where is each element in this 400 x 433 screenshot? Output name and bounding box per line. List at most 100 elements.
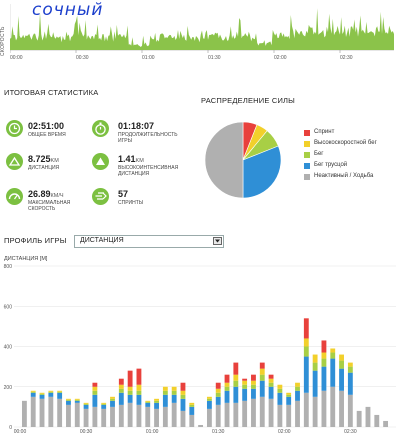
bar-segment <box>268 386 274 399</box>
bar-segment <box>321 340 327 353</box>
bar-segment <box>277 392 283 405</box>
speed-tick-label: 01:00 <box>142 55 155 60</box>
bar-segment <box>383 420 389 427</box>
y-tick-label: 200 <box>4 385 13 391</box>
y-tick-label: 600 <box>4 304 13 310</box>
bar-segment <box>347 366 353 373</box>
legend-item: Бег трусцой <box>304 162 399 172</box>
bar-segment <box>259 374 265 381</box>
bar-segment <box>330 386 336 427</box>
bar-segment <box>92 390 98 395</box>
bar-segment <box>189 402 195 405</box>
bar-segment <box>242 380 248 385</box>
bar-segment <box>347 394 353 427</box>
pie-slice <box>242 145 282 199</box>
bar-segment <box>171 394 177 403</box>
bar-segment <box>154 402 159 409</box>
bar-segment <box>365 406 371 428</box>
bar-segment <box>110 398 115 401</box>
bar-segment <box>180 398 186 411</box>
bar-segment <box>92 382 98 387</box>
bar-segment <box>39 392 45 394</box>
speed-tick-label: 00:00 <box>10 55 23 60</box>
clock-icon <box>6 120 23 137</box>
legend-item: Бег <box>304 151 399 161</box>
bar-segment <box>286 396 292 405</box>
legend-swatch <box>304 163 310 169</box>
legend-item: Спринт <box>304 129 399 139</box>
chevron-down-icon[interactable] <box>213 237 222 245</box>
bar-segment <box>136 394 142 405</box>
bar-segment <box>39 393 45 395</box>
distance-axis-label: ДИСТАНЦИЯ [M] <box>4 256 48 262</box>
bar-segment <box>295 400 300 427</box>
bar-segment <box>303 356 309 393</box>
y-tick-label: 400 <box>4 345 13 351</box>
bar-segment <box>171 390 177 395</box>
bar-segment <box>330 358 336 387</box>
bar-segment <box>145 401 151 403</box>
bar-segment <box>215 382 221 389</box>
bar-segment <box>224 374 230 383</box>
bar-segment <box>92 394 98 407</box>
bar-segment <box>30 391 36 393</box>
bar-segment <box>286 404 292 427</box>
bar-segment <box>136 404 142 427</box>
bar-segment <box>39 398 45 427</box>
bar-segment <box>57 398 63 427</box>
bar-segment <box>127 402 133 427</box>
bar-segment <box>21 400 27 427</box>
bar-segment <box>286 392 292 395</box>
profile-title: ПРОФИЛЬ ИГРЫ <box>4 236 67 245</box>
bar-segment <box>110 396 115 399</box>
stat-value: 01:18:07 <box>118 121 155 131</box>
stat-unit: KM <box>135 158 144 164</box>
bar-segment <box>66 399 71 401</box>
bar-segment <box>101 402 107 404</box>
bar-segment <box>127 370 133 387</box>
high-intensity-icon <box>92 153 109 170</box>
metric-select[interactable]: ДИСТАНЦИЯ <box>74 235 224 248</box>
bar-segment <box>251 380 256 385</box>
bar-segment <box>127 394 133 403</box>
bar-segment <box>171 402 177 427</box>
speed-chart: 00:00 00:30 01:00 01:30 02:00 02:30 <box>10 4 394 60</box>
bar-segment <box>180 390 186 395</box>
chart-x-ticks: 00:00 00:30 01:00 01:30 02:00 02:30 <box>14 429 357 433</box>
bar-segment <box>162 390 168 395</box>
bar-segment <box>206 408 212 427</box>
bar-segment <box>339 360 344 369</box>
bar-segment <box>154 400 159 403</box>
speed-panel: СКОРОСТЬ сочный 00:00 00:30 01:00 01:30 02:0… <box>0 0 400 78</box>
bar-segment <box>101 404 107 409</box>
bar-segment <box>295 390 300 401</box>
bar-segment <box>189 414 195 427</box>
bar-segment <box>224 402 230 427</box>
legend-swatch <box>304 141 310 147</box>
bar-segment <box>233 362 239 375</box>
bar-segment <box>162 394 168 407</box>
bar-segment <box>251 398 256 427</box>
bar-segment <box>57 390 63 392</box>
y-tick-label: 0 <box>9 425 12 431</box>
bar-segment <box>242 384 248 389</box>
stat-number: 8.725 <box>28 154 51 164</box>
bar-segment <box>92 406 98 428</box>
bar-segment <box>224 382 230 387</box>
legend-item: Неактивный / Ходьба <box>304 173 399 183</box>
bar-segment <box>215 396 221 405</box>
bar-segment <box>259 362 265 369</box>
bar-segment <box>295 382 300 387</box>
bar-segment <box>66 404 71 427</box>
bar-segment <box>224 390 230 403</box>
stat-label: ОБЩЕЕ ВРЕМЯ <box>28 132 66 138</box>
bar-segment <box>57 391 63 393</box>
bar-segment <box>189 406 195 415</box>
chart-grid <box>14 265 396 428</box>
legend-label: Бег <box>314 151 324 157</box>
bar-segment <box>180 382 186 391</box>
bar-segment <box>189 404 195 407</box>
bar-segment <box>251 388 256 399</box>
bar-segment <box>118 384 124 389</box>
distance-icon <box>6 153 23 170</box>
